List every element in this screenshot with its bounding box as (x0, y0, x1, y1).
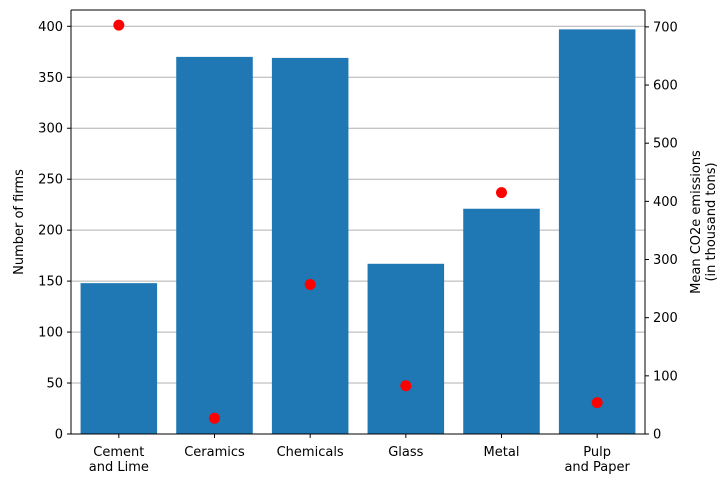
data-point (113, 19, 125, 31)
x-tick-label-line: and Lime (89, 460, 149, 475)
y-tick-label-right: 600 (653, 79, 678, 94)
y-tick-label-right: 200 (653, 311, 678, 326)
x-tick-label-line: Cement (93, 445, 144, 460)
data-point (591, 397, 603, 409)
x-tick-label: Ceramics (184, 445, 245, 460)
y-axis-title-right-line: Mean CO2e emissions (689, 150, 704, 294)
x-tick-label-line: Ceramics (184, 445, 245, 460)
y-tick-label-left: 200 (38, 224, 63, 239)
x-tick-label: Pulp and Paper (564, 445, 630, 475)
y-tick-label-left: 150 (38, 275, 63, 290)
axes (67, 9, 649, 438)
bar (367, 263, 445, 434)
y-tick-label-right: 500 (653, 137, 678, 152)
x-tick-label: Glass (388, 445, 423, 460)
y-tick-label-right: 700 (653, 20, 678, 35)
data-point (209, 412, 220, 424)
y-tick-label-left: 100 (38, 326, 63, 341)
x-tick-label-line: and Paper (564, 460, 630, 475)
bar (80, 283, 158, 434)
bar-series (80, 29, 636, 435)
x-tick-label: Metal (484, 445, 520, 460)
y-axis-title-right: Mean CO2e emissions(in thousand tons) (689, 150, 719, 294)
tick-labels: 0 50 100 150 200 250 300 350 400 0 100 200 300 400 500… (12, 20, 719, 475)
y-tick-label-right: 100 (653, 369, 678, 384)
y-tick-label-right: 0 (653, 428, 661, 443)
x-tick-label-line: Metal (484, 445, 520, 460)
y-tick-label-left: 250 (38, 173, 63, 188)
bar (558, 29, 636, 434)
y-tick-label-left: 400 (38, 20, 63, 35)
y-axis-title-left: Number of firms (12, 169, 27, 275)
x-tick-label-line: Pulp (583, 445, 611, 460)
x-tick-label-line: Chemicals (277, 445, 344, 460)
x-tick-label-line: Glass (388, 445, 423, 460)
bar (271, 57, 349, 435)
bar (463, 208, 540, 434)
grid-lines (71, 25, 645, 435)
y-tick-label-right: 300 (653, 253, 678, 268)
bar (176, 56, 253, 435)
data-point (304, 279, 316, 291)
y-tick-label-right: 400 (653, 195, 678, 210)
y-tick-label-left: 350 (38, 71, 63, 86)
data-point (496, 187, 507, 199)
y-tick-label-left: 0 (55, 428, 63, 443)
data-point (400, 380, 412, 392)
x-tick-label: Cement and Lime (89, 445, 149, 475)
y-tick-label-left: 300 (38, 122, 63, 137)
y-axis-title-right-line: (in thousand tons) (704, 162, 719, 281)
x-tick-label: Chemicals (277, 445, 344, 460)
y-tick-label-left: 50 (46, 377, 63, 392)
point-series (113, 19, 603, 424)
